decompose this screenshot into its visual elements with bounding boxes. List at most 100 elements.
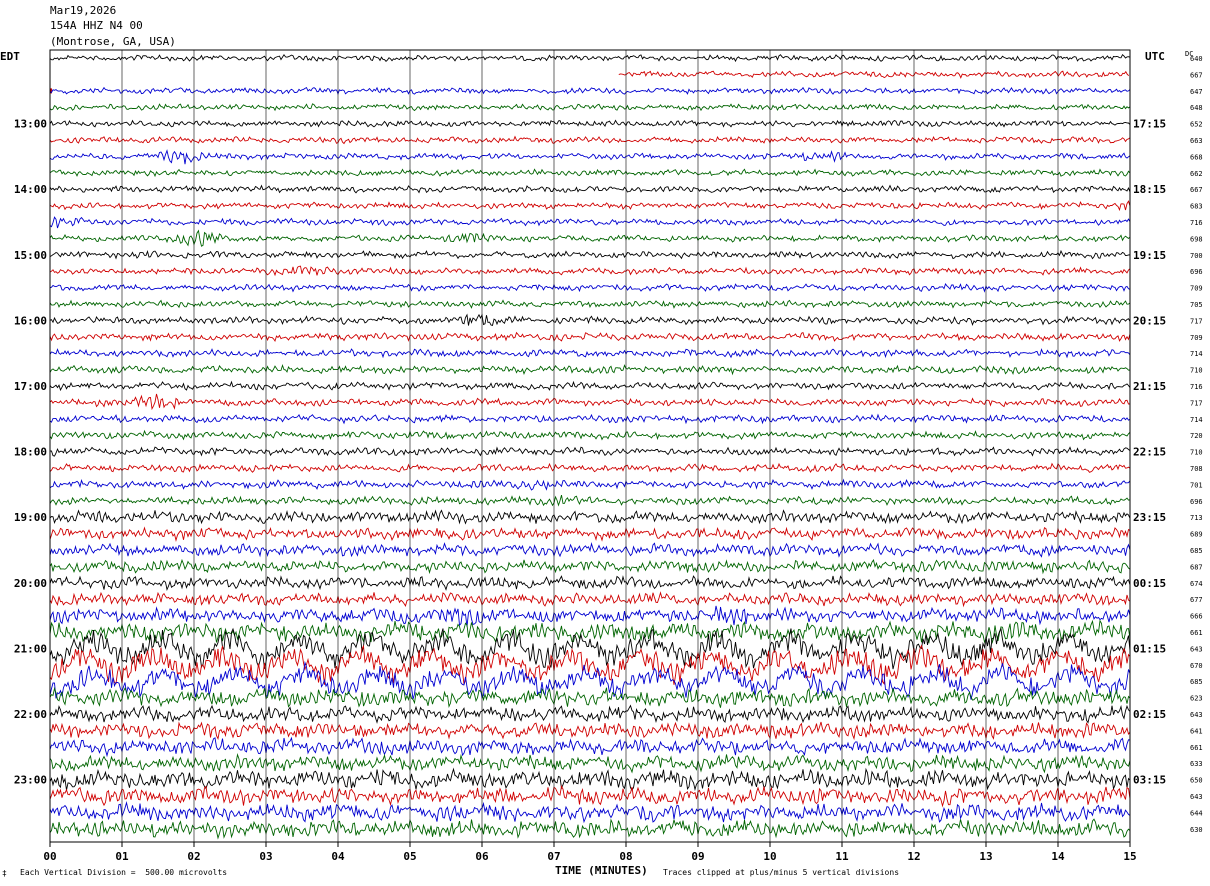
trace-21 [49,393,1131,411]
trace-26 [49,478,1131,491]
x-tick-label: 01 [115,850,129,863]
left-hour-label: 17:00 [14,380,47,393]
x-axis-title: TIME (MINUTES) [555,864,648,877]
x-tick-label: 15 [1123,850,1136,863]
dc-value: 717 [1190,399,1203,407]
dc-value: 667 [1190,71,1203,79]
trace-42 [49,736,1131,758]
dc-value: 705 [1190,301,1203,309]
dc-value: 647 [1190,88,1203,96]
trace-fragment [50,88,52,94]
trace-20 [49,380,1131,392]
left-hour-label: 14:00 [14,183,47,196]
dc-value: 674 [1190,580,1203,588]
dc-value: 685 [1190,547,1203,555]
dc-value: 643 [1190,645,1203,653]
dc-value: 716 [1190,383,1203,391]
header-station: 154A HHZ N4 00 [50,19,143,32]
dc-value: 710 [1190,449,1203,457]
left-hour-label: 20:00 [14,577,47,590]
left-hour-label: 18:00 [14,446,47,459]
right-hour-label: 19:15 [1133,249,1166,262]
trace-38 [49,660,1131,700]
trace-40 [49,704,1131,724]
dc-value: 708 [1190,465,1203,473]
scale-note: Each Vertical Division = 500.00 microvol… [20,868,228,877]
trace-11 [49,229,1131,247]
trace-34 [49,605,1131,627]
dc-value: 643 [1190,711,1203,719]
dc-value: 689 [1190,531,1203,539]
trace-7 [49,168,1131,178]
trace-31 [49,558,1131,575]
x-tick-label: 12 [907,850,920,863]
x-tick-label: 02 [187,850,200,863]
grid-layer [49,49,1131,847]
corner-mark: ‡ [2,869,7,878]
dc-value: 661 [1190,629,1203,637]
trace-18 [49,348,1131,359]
dc-value: 643 [1190,793,1203,801]
dc-value: 648 [1190,104,1203,112]
trace-8 [49,184,1131,194]
dc-value: 720 [1190,432,1203,440]
dc-value: 668 [1190,153,1203,161]
trace-46 [49,801,1131,824]
left-hour-label: 15:00 [14,249,47,262]
plot-frame [49,49,1131,843]
dc-value: 663 [1190,137,1203,145]
dc-value: 667 [1190,186,1203,194]
right-hour-label: 22:15 [1133,446,1166,459]
left-hour-label: 13:00 [14,118,47,131]
trace-45 [49,784,1131,808]
trace-14 [49,283,1131,293]
dc-value: 714 [1190,350,1203,358]
trace-17 [49,331,1131,343]
x-tick-label: 04 [331,850,345,863]
x-tick-label: 03 [259,850,272,863]
header-date: Mar19,2026 [50,4,117,17]
trace-10 [49,216,1131,229]
trace-37 [49,644,1131,686]
x-tick-label: 05 [403,850,416,863]
trace-28 [49,509,1131,525]
x-tick-label: 09 [691,850,704,863]
label-layer: 00 01 02 03 04 05 06 07 08 09 10 11 12 13 14 15 13:00 14:… [14,55,1203,863]
header-location: (Montrose, GA, USA) [50,35,176,48]
trace-43 [49,752,1131,774]
dc-value: 716 [1190,219,1203,227]
trace-19 [49,363,1131,376]
dc-value: 683 [1190,203,1203,211]
trace-27 [49,494,1131,507]
right-hour-label: 01:15 [1133,642,1166,655]
dc-value: 709 [1190,334,1203,342]
x-tick-label: 11 [835,850,849,863]
trace-30 [49,542,1131,558]
dc-value: 644 [1190,809,1203,817]
dc-value: 710 [1190,367,1203,375]
left-hour-label: 19:00 [14,511,47,524]
left-hour-label: 16:00 [14,314,47,327]
dc-value: 709 [1190,285,1203,293]
dc-value: 713 [1190,514,1203,522]
trace-4 [49,119,1131,128]
right-hour-label: 20:15 [1133,314,1166,327]
clip-note: Traces clipped at plus/minus 5 vertical … [663,868,900,877]
dc-value: 661 [1190,744,1203,752]
trace-6 [49,149,1131,165]
x-tick-label: 00 [43,850,56,863]
trace-1 [618,70,1130,79]
trace-36 [49,627,1131,670]
dc-value: 714 [1190,416,1203,424]
dc-value: 662 [1190,170,1203,178]
left-hour-label: 21:00 [14,642,47,655]
dc-value: 640 [1190,55,1203,63]
dc-value: 696 [1190,268,1203,276]
x-tick-label: 07 [547,850,560,863]
trace-47 [49,818,1131,840]
dc-value: 698 [1190,235,1203,243]
x-tick-label: 14 [1051,850,1065,863]
dc-value: 623 [1190,695,1203,703]
dc-value: 701 [1190,481,1203,489]
